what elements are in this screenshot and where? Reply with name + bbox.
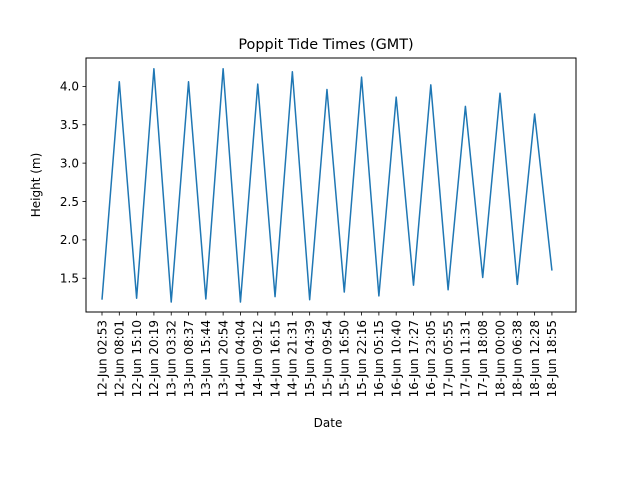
x-tick-label: 17-Jun 11:31: [459, 320, 473, 397]
chart-title: Poppit Tide Times (GMT): [238, 37, 413, 53]
x-tick-label: 12-Jun 20:19: [147, 320, 161, 397]
x-tick-label: 18-Jun 12:28: [528, 320, 542, 397]
x-axis: 12-Jun 02:53 12-Jun 08:01 12-Jun 15:10 12-J…: [95, 312, 559, 397]
x-tick-label: 14-Jun 21:31: [286, 320, 300, 397]
x-tick-label: 16-Jun 17:27: [407, 320, 421, 397]
x-tick-label: 16-Jun 05:15: [372, 320, 386, 397]
x-tick-label: 14-Jun 09:12: [251, 320, 265, 397]
x-axis-label: Date: [314, 416, 343, 430]
x-tick-label: 15-Jun 22:16: [355, 320, 369, 397]
x-tick-label: 16-Jun 23:05: [424, 320, 438, 397]
x-tick-label: 18-Jun 06:38: [511, 320, 525, 397]
y-tick-label: 3.5: [60, 118, 79, 132]
x-tick-label: 15-Jun 16:50: [338, 320, 352, 397]
x-tick-label: 13-Jun 03:32: [165, 320, 179, 397]
y-tick-label: 2.0: [60, 233, 79, 247]
y-tick-label: 3.0: [60, 156, 79, 170]
plot-frame: [85, 57, 577, 313]
x-tick-label: 12-Jun 08:01: [113, 320, 127, 397]
x-tick-label: 17-Jun 05:55: [441, 320, 455, 397]
x-tick-label: 13-Jun 15:44: [199, 320, 213, 397]
x-tick-label: 16-Jun 10:40: [389, 320, 403, 397]
y-tick-label: 2.5: [60, 195, 79, 209]
x-tick-label: 13-Jun 08:37: [182, 320, 196, 397]
x-tick-label: 15-Jun 04:39: [303, 320, 317, 397]
y-axis: 1.5 2.0 2.5 3.0 3.5 4.0: [60, 80, 86, 286]
x-tick-label: 12-Jun 15:10: [130, 320, 144, 397]
x-tick-label: 14-Jun 16:15: [268, 320, 282, 397]
plot-area: [101, 67, 553, 303]
x-tick-label: 15-Jun 09:54: [320, 320, 334, 397]
x-tick-label: 18-Jun 00:00: [493, 320, 507, 397]
tide-height-line: [101, 67, 553, 303]
x-tick-label: 18-Jun 18:55: [545, 320, 559, 397]
x-tick-label: 14-Jun 04:04: [234, 320, 248, 397]
x-tick-label: 17-Jun 18:08: [476, 320, 490, 397]
x-tick-label: 13-Jun 20:54: [216, 320, 230, 397]
y-axis-label: Height (m): [29, 153, 43, 218]
x-tick-label: 12-Jun 02:53: [95, 320, 109, 397]
y-tick-label: 1.5: [60, 272, 79, 286]
y-tick-label: 4.0: [60, 80, 79, 94]
